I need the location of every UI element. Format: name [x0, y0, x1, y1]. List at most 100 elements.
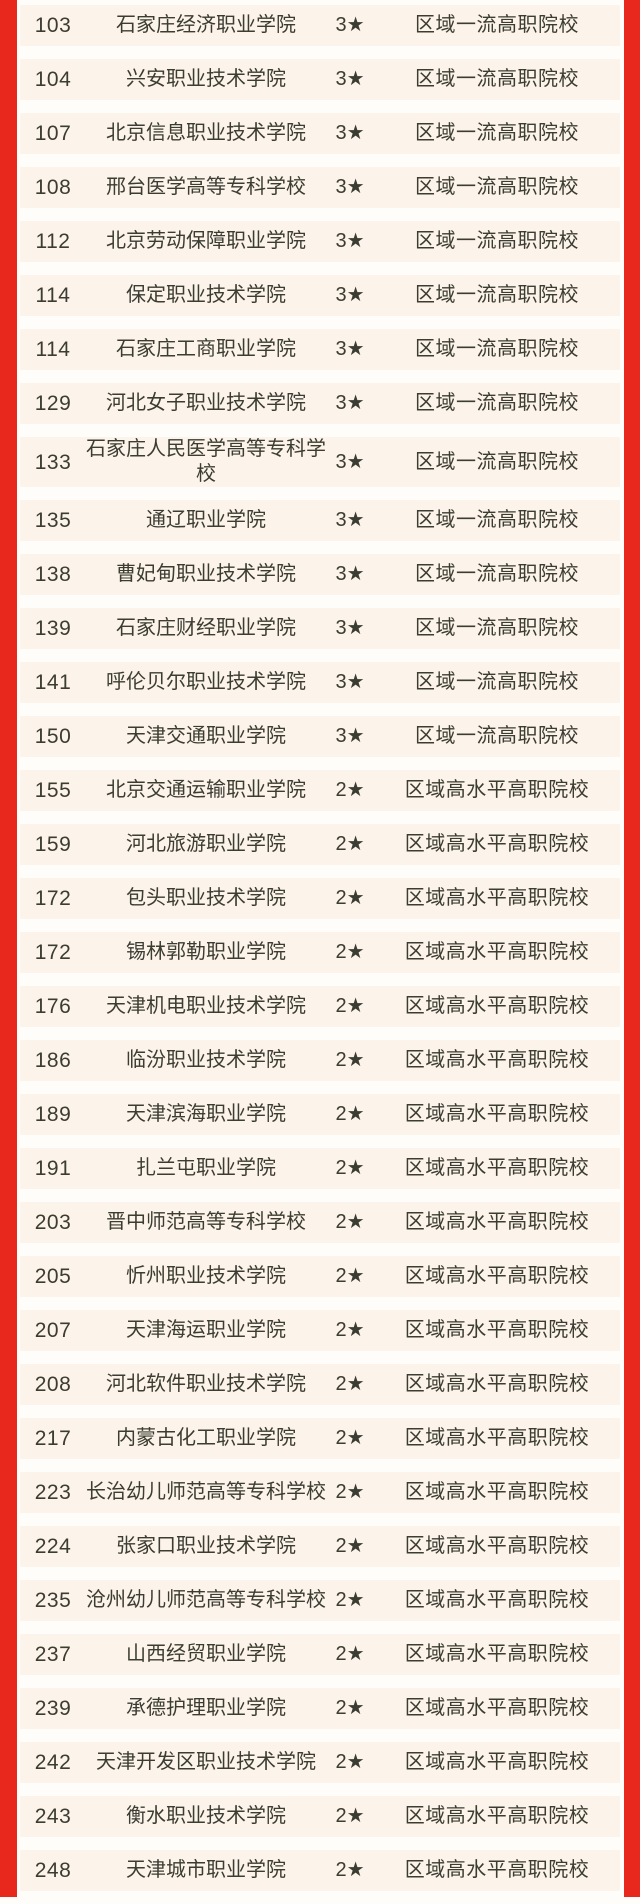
star-rating-cell: 3★ — [335, 68, 365, 90]
category-cell: 区域一流高职院校 — [415, 563, 579, 585]
star-rating-cell: 2★ — [335, 1319, 365, 1341]
star-rating-cell: 3★ — [335, 14, 365, 36]
category-cell: 区域高水平高职院校 — [404, 1589, 590, 1611]
school-name-cell: 兴安职业技术学院 — [126, 68, 286, 90]
category-cell: 区域高水平高职院校 — [404, 1859, 590, 1881]
rank-cell: 203 — [34, 1211, 72, 1234]
table-row: 112 北京劳动保障职业学院 3★ 区域一流高职院校 — [20, 221, 620, 262]
star-rating-cell: 2★ — [335, 1427, 365, 1449]
table-row: 191 扎兰屯职业学院 2★ 区域高水平高职院校 — [20, 1148, 620, 1189]
table-row: 155 北京交通运输职业学院 2★ 区域高水平高职院校 — [20, 770, 620, 811]
school-name-cell: 山西经贸职业学院 — [126, 1643, 286, 1665]
star-rating-cell: 3★ — [335, 725, 365, 747]
star-rating-cell: 3★ — [335, 563, 365, 585]
category-cell: 区域一流高职院校 — [415, 14, 579, 36]
school-name-cell: 张家口职业技术学院 — [116, 1535, 296, 1557]
category-cell: 区域高水平高职院校 — [404, 833, 590, 855]
school-name-cell: 通辽职业学院 — [146, 509, 266, 531]
star-rating-cell: 2★ — [335, 1643, 365, 1665]
star-rating-cell: 3★ — [335, 671, 365, 693]
category-cell: 区域高水平高职院校 — [404, 1103, 590, 1125]
category-cell: 区域高水平高职院校 — [404, 1157, 590, 1179]
category-cell: 区域一流高职院校 — [415, 450, 579, 473]
category-cell: 区域高水平高职院校 — [404, 887, 590, 909]
ranking-table: 103 石家庄经济职业学院 3★ 区域一流高职院校 104 兴安职业技术学院 3… — [20, 5, 620, 1904]
star-rating-cell: 3★ — [335, 176, 365, 198]
school-name-cell: 石家庄工商职业学院 — [116, 338, 296, 360]
rank-cell: 155 — [34, 779, 72, 802]
rank-cell: 207 — [34, 1319, 72, 1342]
star-rating-cell: 2★ — [335, 887, 365, 909]
table-row: 139 石家庄财经职业学院 3★ 区域一流高职院校 — [20, 608, 620, 649]
star-rating-cell: 2★ — [335, 1103, 365, 1125]
table-row: 223 长治幼儿师范高等专科学校 2★ 区域高水平高职院校 — [20, 1472, 620, 1513]
table-row: 186 临汾职业技术学院 2★ 区域高水平高职院校 — [20, 1040, 620, 1081]
category-cell: 区域高水平高职院校 — [404, 1049, 590, 1071]
category-cell: 区域高水平高职院校 — [404, 779, 590, 801]
rank-cell: 242 — [34, 1751, 72, 1774]
school-name-cell: 衡水职业技术学院 — [126, 1805, 286, 1827]
star-rating-cell: 2★ — [335, 941, 365, 963]
table-row: 176 天津机电职业技术学院 2★ 区域高水平高职院校 — [20, 986, 620, 1027]
category-cell: 区域高水平高职院校 — [404, 1643, 590, 1665]
school-name-cell: 忻州职业技术学院 — [126, 1265, 286, 1287]
star-rating-cell: 2★ — [335, 1697, 365, 1719]
rank-cell: 133 — [34, 450, 72, 474]
star-rating-cell: 2★ — [335, 1751, 365, 1773]
school-name-cell: 天津开发区职业技术学院 — [96, 1751, 316, 1773]
category-cell: 区域一流高职院校 — [415, 671, 579, 693]
left-red-border — [0, 0, 17, 1897]
school-name-cell: 天津城市职业学院 — [126, 1859, 286, 1881]
category-cell: 区域一流高职院校 — [415, 509, 579, 531]
category-cell: 区域一流高职院校 — [415, 122, 579, 144]
star-rating-cell: 2★ — [335, 1589, 365, 1611]
table-row: 104 兴安职业技术学院 3★ 区域一流高职院校 — [20, 59, 620, 100]
rank-cell: 141 — [34, 671, 72, 694]
table-row: 248 天津城市职业学院 2★ 区域高水平高职院校 — [20, 1850, 620, 1891]
school-name-cell: 呼伦贝尔职业技术学院 — [106, 671, 306, 693]
table-row: 239 承德护理职业学院 2★ 区域高水平高职院校 — [20, 1688, 620, 1729]
school-name-cell: 长治幼儿师范高等专科学校 — [86, 1481, 326, 1503]
rank-cell: 172 — [34, 887, 72, 910]
table-row: 138 曹妃甸职业技术学院 3★ 区域一流高职院校 — [20, 554, 620, 595]
star-rating-cell: 2★ — [335, 833, 365, 855]
table-row: 129 河北女子职业技术学院 3★ 区域一流高职院校 — [20, 383, 620, 424]
table-row: 203 晋中师范高等专科学校 2★ 区域高水平高职院校 — [20, 1202, 620, 1243]
rank-cell: 223 — [34, 1481, 72, 1504]
category-cell: 区域高水平高职院校 — [404, 1697, 590, 1719]
table-row: 103 石家庄经济职业学院 3★ 区域一流高职院校 — [20, 5, 620, 46]
school-name-cell: 石家庄人民医学高等专科学校 — [86, 438, 326, 485]
table-row: 172 锡林郭勒职业学院 2★ 区域高水平高职院校 — [20, 932, 620, 973]
star-rating-cell: 2★ — [335, 779, 365, 801]
table-row: 217 内蒙古化工职业学院 2★ 区域高水平高职院校 — [20, 1418, 620, 1459]
school-name-cell: 天津机电职业技术学院 — [106, 995, 306, 1017]
rank-cell: 172 — [34, 941, 72, 964]
rank-cell: 191 — [34, 1157, 72, 1180]
table-row: 135 通辽职业学院 3★ 区域一流高职院校 — [20, 500, 620, 541]
star-rating-cell: 2★ — [335, 995, 365, 1017]
rank-cell: 135 — [34, 509, 72, 532]
table-row: 235 沧州幼儿师范高等专科学校 2★ 区域高水平高职院校 — [20, 1580, 620, 1621]
table-row: 114 石家庄工商职业学院 3★ 区域一流高职院校 — [20, 329, 620, 370]
star-rating-cell: 2★ — [335, 1481, 365, 1503]
category-cell: 区域一流高职院校 — [415, 338, 579, 360]
category-cell: 区域一流高职院校 — [415, 617, 579, 639]
rank-cell: 103 — [34, 14, 72, 37]
table-row: 114 保定职业技术学院 3★ 区域一流高职院校 — [20, 275, 620, 316]
table-row: 242 天津开发区职业技术学院 2★ 区域高水平高职院校 — [20, 1742, 620, 1783]
school-name-cell: 北京劳动保障职业学院 — [106, 230, 306, 252]
school-name-cell: 保定职业技术学院 — [126, 284, 286, 306]
star-rating-cell: 2★ — [335, 1373, 365, 1395]
star-rating-cell: 2★ — [335, 1535, 365, 1557]
rank-cell: 139 — [34, 617, 72, 640]
rank-cell: 112 — [35, 230, 71, 253]
rank-cell: 159 — [34, 833, 72, 856]
rank-cell: 104 — [34, 68, 72, 91]
table-row: 243 衡水职业技术学院 2★ 区域高水平高职院校 — [20, 1796, 620, 1837]
rank-cell: 108 — [34, 176, 72, 199]
table-row: 189 天津滨海职业学院 2★ 区域高水平高职院校 — [20, 1094, 620, 1135]
table-row: 224 张家口职业技术学院 2★ 区域高水平高职院校 — [20, 1526, 620, 1567]
star-rating-cell: 3★ — [335, 338, 365, 360]
table-row: 207 天津海运职业学院 2★ 区域高水平高职院校 — [20, 1310, 620, 1351]
